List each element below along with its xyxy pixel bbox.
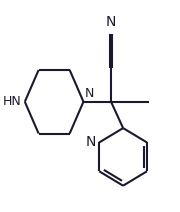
Text: N: N xyxy=(106,15,116,29)
Text: N: N xyxy=(85,135,96,149)
Text: HN: HN xyxy=(3,95,21,108)
Text: N: N xyxy=(84,87,94,100)
